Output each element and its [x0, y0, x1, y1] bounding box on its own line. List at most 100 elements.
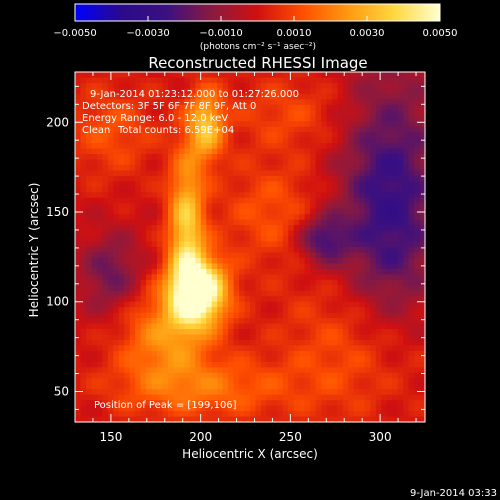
heatmap-cell	[255, 334, 262, 341]
heatmap-cell	[326, 361, 333, 368]
heatmap-cell	[217, 301, 224, 308]
heatmap-cell	[408, 290, 415, 297]
heatmap-cell	[337, 285, 344, 292]
heatmap-cell	[239, 132, 246, 139]
heatmap-cell	[255, 148, 262, 155]
heatmap-cell	[370, 356, 377, 363]
heatmap-cell	[364, 225, 371, 232]
heatmap-cell	[222, 121, 229, 128]
heatmap-cell	[397, 88, 404, 95]
heatmap-cell	[124, 236, 131, 243]
heatmap-cell	[304, 225, 311, 232]
heatmap-cell	[392, 416, 399, 423]
heatmap-cell	[293, 93, 300, 100]
heatmap-cell	[195, 121, 202, 128]
heatmap-cell	[271, 77, 278, 84]
heatmap-cell	[173, 268, 180, 275]
heatmap-cell	[397, 247, 404, 254]
heatmap-cell	[370, 378, 377, 385]
heatmap-cell	[392, 104, 399, 111]
heatmap-cell	[173, 148, 180, 155]
heatmap-cell	[211, 159, 218, 166]
heatmap-cell	[140, 285, 147, 292]
heatmap-cell	[381, 121, 388, 128]
heatmap-cell	[321, 356, 328, 363]
heatmap-cell	[299, 301, 306, 308]
heatmap-cell	[408, 318, 415, 325]
heatmap-cell	[228, 175, 235, 182]
heatmap-cell	[140, 334, 147, 341]
annotation-detectors: Detectors: 3F 5F 6F 7F 8F 9F, Att 0	[82, 101, 256, 112]
heatmap-cell	[348, 247, 355, 254]
heatmap-cell	[113, 208, 120, 215]
heatmap-cell	[315, 416, 322, 423]
heatmap-cell	[222, 372, 229, 379]
heatmap-cell	[107, 257, 114, 265]
heatmap-cell	[107, 394, 114, 401]
heatmap-cell	[321, 394, 328, 401]
heatmap-cell	[293, 378, 300, 385]
heatmap-cell	[217, 164, 224, 172]
heatmap-cell	[419, 186, 426, 193]
heatmap-cell	[321, 241, 328, 248]
heatmap-cell	[288, 383, 295, 390]
heatmap-cell	[342, 372, 350, 379]
heatmap-cell	[173, 247, 180, 254]
heatmap-cell	[135, 197, 142, 204]
heatmap-cell	[375, 361, 382, 368]
heatmap-cell	[310, 301, 317, 308]
heatmap-cell	[91, 312, 98, 319]
heatmap-cell	[397, 405, 404, 412]
heatmap-cell	[195, 296, 202, 303]
heatmap-cell	[277, 356, 284, 363]
heatmap-cell	[85, 72, 93, 79]
heatmap-cell	[370, 394, 377, 401]
heatmap-cell	[397, 394, 404, 401]
heatmap-cell	[403, 411, 410, 418]
heatmap-cell	[277, 372, 284, 379]
heatmap-cell	[239, 126, 246, 133]
heatmap-cell	[102, 203, 109, 210]
heatmap-cell	[288, 350, 295, 357]
heatmap-cell	[146, 104, 153, 111]
heatmap-cell	[146, 143, 153, 150]
heatmap-cell	[217, 263, 224, 270]
heatmap-cell	[140, 389, 147, 396]
heatmap-cell	[260, 257, 268, 265]
heatmap-cell	[299, 323, 306, 330]
heatmap-cell	[91, 356, 98, 363]
heatmap-cell	[173, 72, 180, 79]
heatmap-cell	[217, 126, 224, 133]
heatmap-cell	[277, 208, 284, 215]
heatmap-cell	[419, 230, 426, 237]
heatmap-cell	[217, 367, 224, 374]
heatmap-cell	[96, 72, 103, 79]
heatmap-cell	[381, 257, 388, 265]
heatmap-cell	[85, 263, 93, 270]
heatmap-cell	[310, 367, 317, 374]
heatmap-cell	[211, 137, 218, 144]
heatmap-cell	[293, 137, 300, 144]
heatmap-cell	[140, 110, 147, 117]
heatmap-cell	[315, 329, 322, 336]
heatmap-cell	[162, 383, 169, 390]
heatmap-cell	[178, 285, 185, 292]
heatmap-cell	[250, 236, 257, 243]
heatmap-cell	[342, 361, 350, 368]
heatmap-cell	[184, 72, 191, 79]
heatmap-cell	[195, 219, 202, 226]
heatmap-cell	[353, 164, 360, 172]
heatmap-cell	[266, 318, 273, 325]
heatmap-cell	[408, 378, 415, 385]
heatmap-cell	[217, 230, 224, 237]
heatmap-cell	[271, 312, 278, 319]
heatmap-cell	[178, 93, 185, 100]
heatmap-cell	[140, 137, 147, 144]
heatmap-cell	[293, 72, 300, 79]
heatmap-cell	[80, 126, 87, 133]
heatmap-cell	[337, 356, 344, 363]
heatmap-cell	[392, 323, 399, 330]
heatmap-cell	[211, 88, 218, 95]
heatmap-cell	[206, 350, 213, 357]
heatmap-cell	[184, 132, 191, 139]
